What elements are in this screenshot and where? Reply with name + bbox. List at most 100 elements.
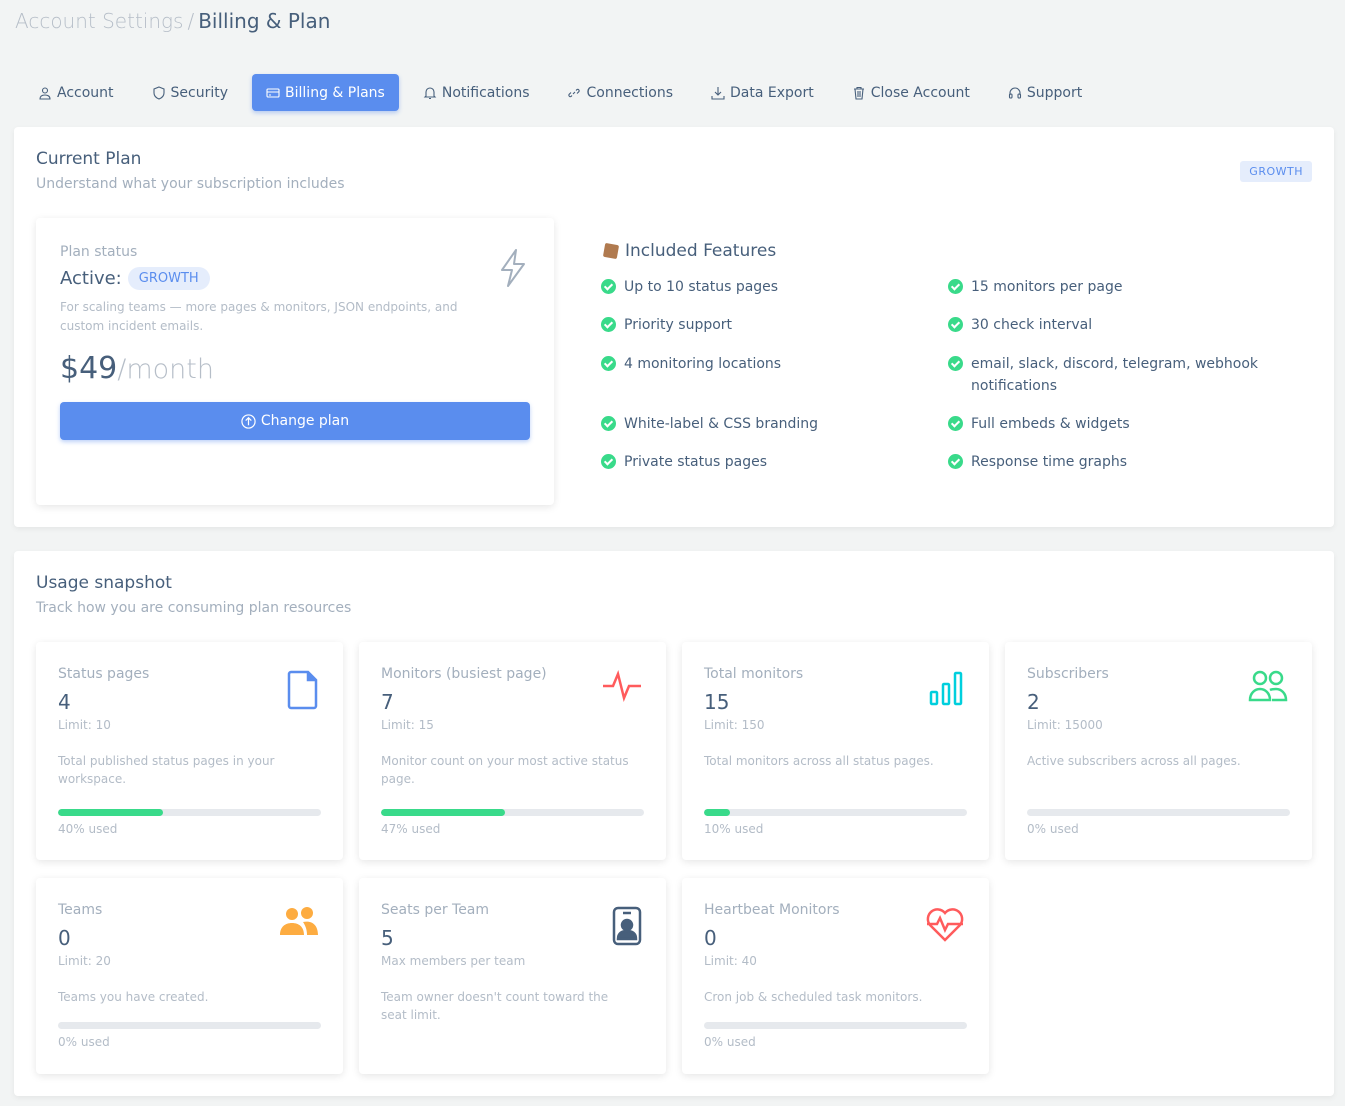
- usage-tile: Subscribers 2 Limit: 15000 Active subscr…: [1005, 642, 1312, 860]
- download-icon: [711, 86, 725, 100]
- usage-value: 2: [1027, 690, 1040, 714]
- shield-icon: [152, 85, 165, 100]
- tab-label: Account: [57, 84, 114, 101]
- usage-tile: Heartbeat Monitors 0 Limit: 40 Cron job …: [682, 878, 989, 1074]
- usage-value: 15: [704, 690, 730, 714]
- breadcrumb: Account Settings / Billing & Plan: [15, 9, 330, 33]
- trash-icon: [853, 86, 864, 100]
- usage-value: 0: [704, 926, 717, 950]
- features-heading: Included Features: [602, 241, 777, 261]
- usage-tile: Monitors (busiest page) 7 Limit: 15 Moni…: [359, 642, 666, 860]
- feature-item: Priority support: [601, 314, 921, 336]
- usage-description: Active subscribers across all pages.: [1027, 754, 1241, 768]
- usage-percent: 0% used: [1027, 822, 1079, 836]
- usage-title: Status pages: [58, 666, 150, 682]
- heart-pulse-icon: [925, 906, 965, 946]
- feature-item: Full embeds & widgets: [948, 413, 1268, 435]
- tab-label: Support: [1026, 84, 1083, 101]
- usage-progress-fill: [381, 809, 505, 816]
- lightning-icon: [501, 249, 525, 287]
- usage-percent: 47% used: [381, 822, 441, 836]
- check-circle-icon: [601, 317, 616, 332]
- usage-progress-bar: [1027, 809, 1290, 816]
- usage-description: Total published status pages in your wor…: [58, 754, 275, 786]
- usage-progress-bar: [58, 1022, 321, 1029]
- usage-limit: Limit: 15: [381, 718, 434, 732]
- price-period: /month: [117, 354, 214, 385]
- card-title: Usage snapshot: [36, 573, 172, 593]
- usage-title: Monitors (busiest page): [381, 666, 547, 682]
- plan-status-label: Plan status: [60, 244, 138, 260]
- usage-progress-fill: [704, 809, 731, 816]
- feature-label: 15 monitors per page: [971, 279, 1123, 295]
- card-subtitle: Understand what your subscription includ…: [36, 176, 345, 192]
- check-circle-icon: [601, 454, 616, 469]
- feature-label: Response time graphs: [971, 454, 1128, 470]
- plan-badge: GROWTH: [1240, 161, 1312, 182]
- arrow-up-circle-icon: [241, 413, 256, 429]
- tab-close-account[interactable]: Close Account: [838, 74, 984, 111]
- usage-value: 4: [58, 690, 71, 714]
- breadcrumb-current: Billing & Plan: [198, 9, 331, 33]
- usage-title: Total monitors: [704, 666, 804, 682]
- usage-progress-fill: [58, 809, 164, 816]
- tab-account[interactable]: Account: [24, 74, 128, 111]
- usage-tile: Seats per Team 5 Max members per team Te…: [359, 878, 666, 1074]
- usage-description: Monitor count on your most active status…: [381, 754, 629, 786]
- check-circle-icon: [948, 454, 963, 469]
- usage-description: Teams you have created.: [58, 990, 209, 1004]
- usage-limit: Max members per team: [381, 954, 526, 968]
- settings-tabs: Account Security Billing & Plans Notificati…: [24, 74, 1106, 111]
- box-icon: [602, 242, 620, 260]
- check-circle-icon: [601, 279, 616, 294]
- tab-label: Close Account: [870, 84, 970, 101]
- plan-price: $49/month: [60, 351, 214, 386]
- breadcrumb-separator: /: [187, 9, 195, 33]
- current-plan-card: Current Plan Understand what your subscr…: [14, 127, 1334, 527]
- change-plan-button[interactable]: Change plan: [60, 402, 530, 440]
- feature-item: 4 monitoring locations: [601, 353, 921, 375]
- feature-item: 30 check interval: [948, 314, 1268, 336]
- tab-data-export[interactable]: Data Export: [697, 74, 828, 111]
- check-circle-icon: [948, 279, 963, 294]
- feature-label: Private status pages: [624, 454, 767, 470]
- bar-chart-icon: [929, 670, 965, 710]
- usage-title: Seats per Team: [381, 902, 490, 918]
- card-subtitle: Track how you are consuming plan resourc…: [36, 600, 352, 616]
- usage-percent: 40% used: [58, 822, 118, 836]
- user-icon: [39, 86, 51, 100]
- tab-support[interactable]: Support: [994, 74, 1096, 111]
- usage-description: Team owner doesn't count toward the seat…: [381, 990, 609, 1022]
- active-label: Active:: [60, 268, 122, 289]
- feature-label: 4 monitoring locations: [624, 356, 782, 372]
- check-circle-icon: [948, 317, 963, 332]
- id-badge-icon: [612, 906, 642, 950]
- team-icon: [279, 906, 319, 940]
- usage-value: 0: [58, 926, 71, 950]
- tab-label: Data Export: [730, 84, 814, 101]
- breadcrumb-parent[interactable]: Account Settings: [15, 9, 184, 33]
- tab-billing-plans[interactable]: Billing & Plans: [252, 74, 399, 111]
- check-circle-icon: [948, 356, 963, 371]
- usage-tile: Teams 0 Limit: 20 Teams you have created…: [36, 878, 343, 1074]
- feature-item: Private status pages: [601, 451, 921, 473]
- usage-progress-bar: [704, 1022, 967, 1029]
- usage-percent: 0% used: [704, 1035, 756, 1049]
- credit-card-icon: [266, 87, 280, 98]
- usage-progress-bar: [58, 809, 321, 816]
- tab-label: Notifications: [441, 84, 530, 101]
- tab-security[interactable]: Security: [138, 74, 243, 111]
- usage-progress-bar: [381, 809, 644, 816]
- usage-title: Heartbeat Monitors: [704, 902, 840, 918]
- bell-icon: [423, 86, 437, 99]
- tab-notifications[interactable]: Notifications: [409, 74, 544, 111]
- usage-limit: Limit: 150: [704, 718, 765, 732]
- features-title: Included Features: [625, 241, 777, 261]
- tab-connections[interactable]: Connections: [553, 74, 687, 111]
- activity-icon: [602, 670, 642, 706]
- check-circle-icon: [601, 356, 616, 371]
- plan-status-box: Plan status Active: GROWTH For scaling te…: [36, 218, 554, 505]
- feature-item: Up to 10 status pages: [601, 276, 921, 298]
- usage-value: 7: [381, 690, 394, 714]
- usage-title: Teams: [58, 902, 103, 918]
